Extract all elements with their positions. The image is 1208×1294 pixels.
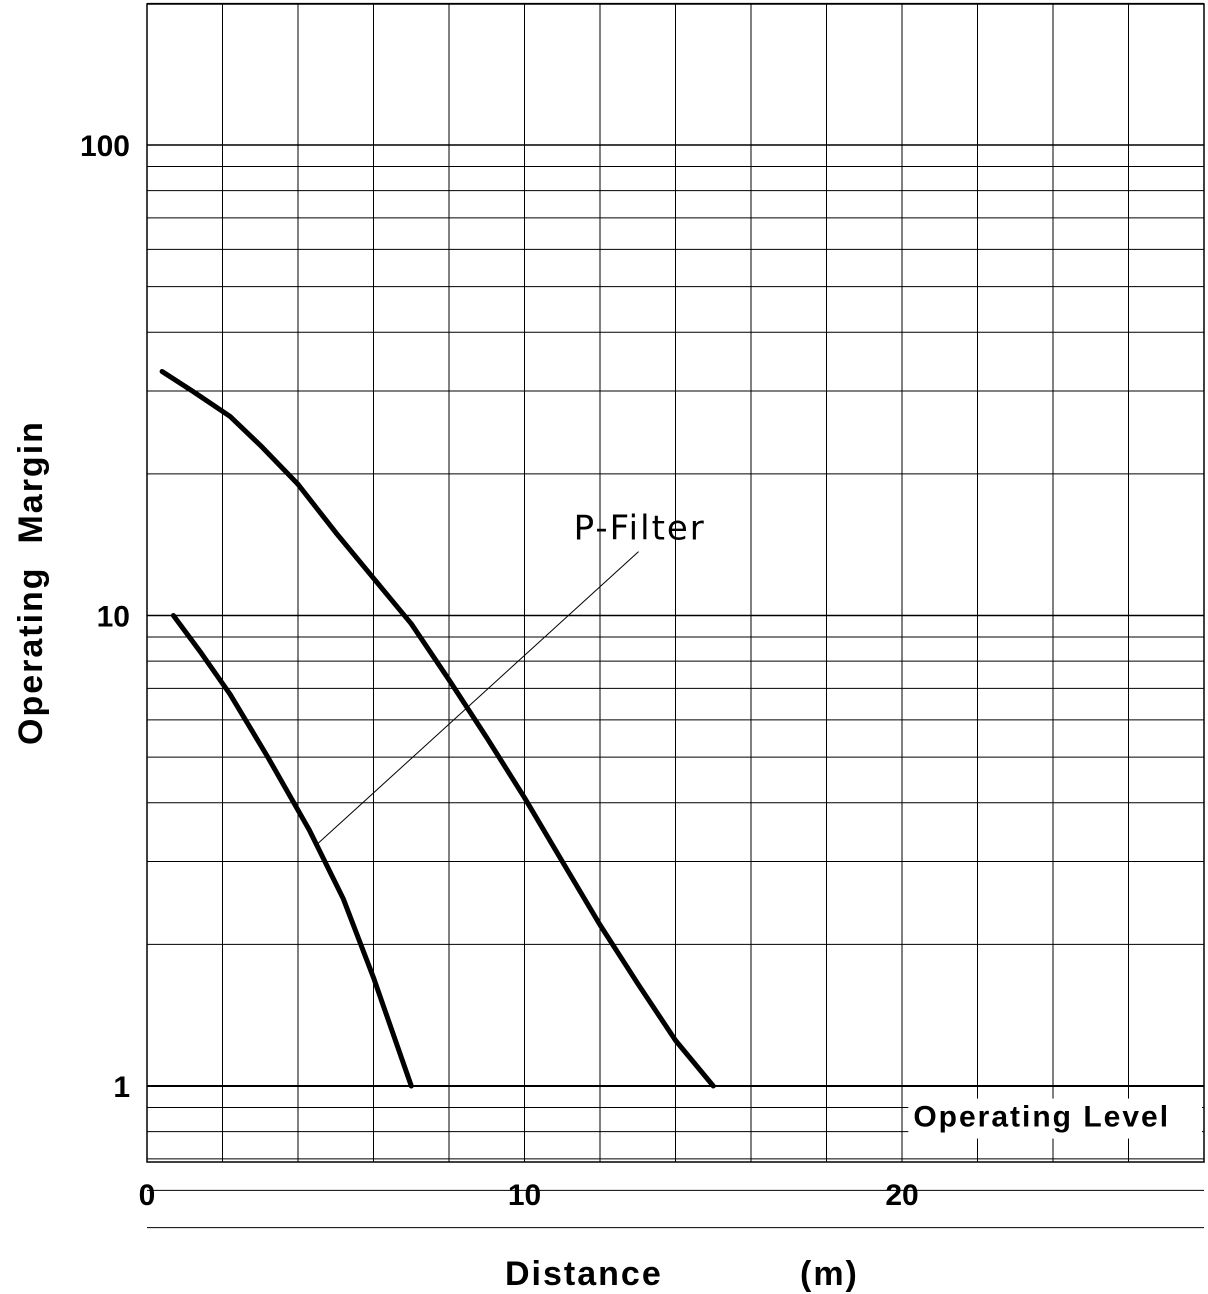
vertical-gridlines: [222, 4, 1129, 1162]
operating-level-label-background: [908, 1098, 1202, 1139]
annotation-group: P-Filter Operating Level: [316, 509, 1202, 1139]
x-axis-title: Distance: [505, 1255, 663, 1293]
y-tick-label: 10: [97, 601, 130, 634]
x-tick-label: 20: [885, 1179, 918, 1212]
x-tick-label: 10: [508, 1179, 541, 1212]
annotation-label-p-filter: P-Filter: [574, 509, 706, 549]
series-group: [159, 369, 716, 1089]
annotation-leader-line: [316, 551, 639, 845]
plot-frame: [146, 3, 1205, 1163]
y-tick-label: 100: [80, 130, 130, 163]
series-line-2: [159, 369, 716, 1089]
x-tick-label: 0: [139, 1179, 156, 1212]
y-axis-title: Operating Margin: [12, 420, 50, 745]
y-tick-labels: 1 10 100: [80, 130, 130, 1104]
y-tick-label: 1: [113, 1071, 130, 1104]
x-axis-unit: (m): [800, 1255, 859, 1293]
annotation-label-operating-level: Operating Level: [913, 1101, 1170, 1134]
x-tick-labels: 0 10 20: [139, 1179, 919, 1212]
series-line-1: [170, 613, 414, 1089]
